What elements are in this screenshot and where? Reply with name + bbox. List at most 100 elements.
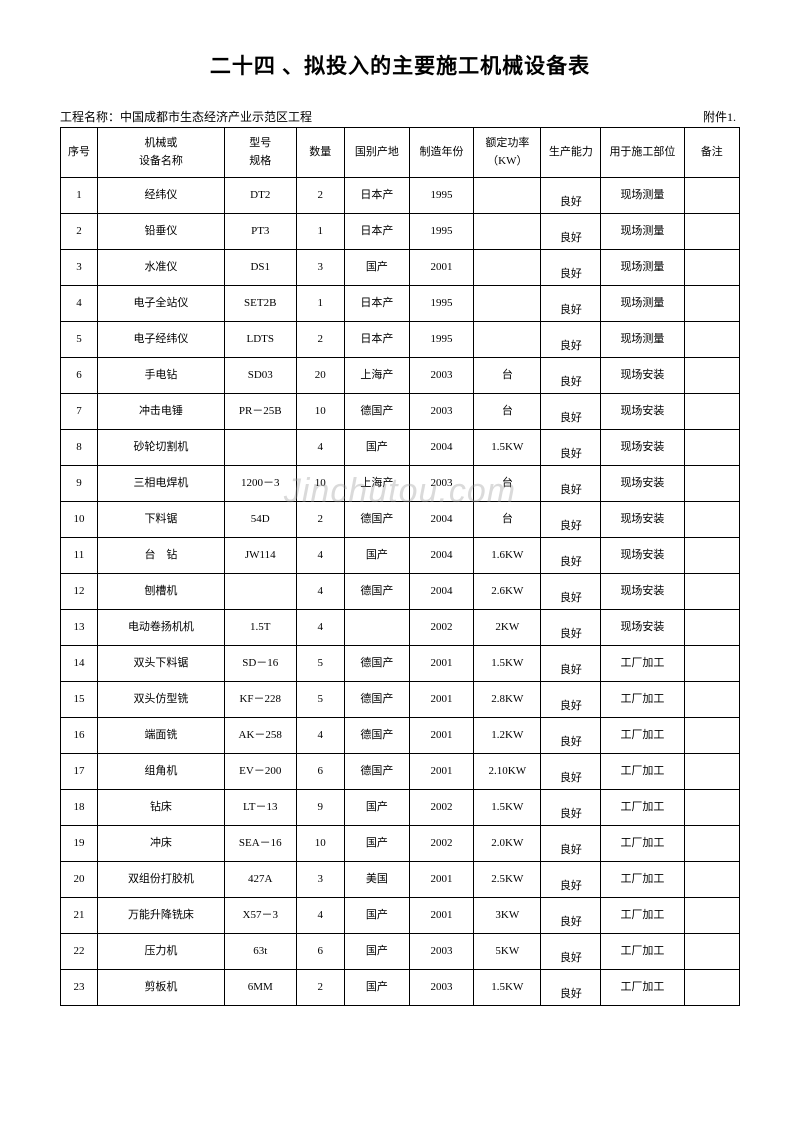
cell-cap: 良好	[541, 610, 601, 646]
cell-power	[474, 322, 541, 358]
cell-model: SEA－16	[224, 826, 296, 862]
cell-cap: 良好	[541, 718, 601, 754]
table-row: 4电子全站仪SET2B1日本产1995良好现场测量	[61, 286, 740, 322]
cell-use: 现场安装	[601, 466, 684, 502]
cell-cap: 良好	[541, 286, 601, 322]
cell-origin: 国产	[345, 790, 410, 826]
cell-power: 台	[474, 358, 541, 394]
cell-year: 2002	[409, 790, 474, 826]
col-name: 机械或 设备名称	[97, 128, 224, 178]
cell-seq: 16	[61, 718, 98, 754]
table-body: 1经纬仪DT22日本产1995良好现场测量2铅垂仪PT31日本产1995良好现场…	[61, 178, 740, 1006]
cell-name: 双组份打胶机	[97, 862, 224, 898]
cell-seq: 20	[61, 862, 98, 898]
cell-year: 2003	[409, 358, 474, 394]
cell-origin: 国产	[345, 250, 410, 286]
table-row: 13电动卷扬机机1.5T420022KW良好现场安装	[61, 610, 740, 646]
cell-use: 现场测量	[601, 250, 684, 286]
cell-name: 剪板机	[97, 970, 224, 1006]
cell-note	[684, 898, 739, 934]
cell-power: 台	[474, 502, 541, 538]
cell-qty: 5	[296, 682, 345, 718]
cell-power: 1.5KW	[474, 790, 541, 826]
subtitle-row: 工程名称：中国成都市生态经济产业示范区工程 附件1.	[60, 108, 740, 125]
cell-model: LDTS	[224, 322, 296, 358]
cell-year: 2001	[409, 898, 474, 934]
cell-power: 台	[474, 394, 541, 430]
cell-model: SD－16	[224, 646, 296, 682]
cell-cap: 良好	[541, 862, 601, 898]
cell-seq: 21	[61, 898, 98, 934]
cell-power: 2.6KW	[474, 574, 541, 610]
table-row: 10下料锯54D2德国产2004台良好现场安装	[61, 502, 740, 538]
cell-name: 电动卷扬机机	[97, 610, 224, 646]
cell-power: 1.2KW	[474, 718, 541, 754]
cell-note	[684, 214, 739, 250]
cell-use: 现场安装	[601, 610, 684, 646]
cell-name: 电子经纬仪	[97, 322, 224, 358]
cell-power: 1.6KW	[474, 538, 541, 574]
cell-origin: 日本产	[345, 214, 410, 250]
equipment-table: 序号 机械或 设备名称 型号 规格 数量 国别产地 制造年份 额定功率 （KW）…	[60, 127, 740, 1006]
cell-name: 双头下料锯	[97, 646, 224, 682]
table-header-row: 序号 机械或 设备名称 型号 规格 数量 国别产地 制造年份 额定功率 （KW）…	[61, 128, 740, 178]
cell-note	[684, 862, 739, 898]
cell-model: 6MM	[224, 970, 296, 1006]
cell-qty: 10	[296, 466, 345, 502]
col-year: 制造年份	[409, 128, 474, 178]
cell-power: 3KW	[474, 898, 541, 934]
cell-seq: 10	[61, 502, 98, 538]
cell-origin: 德国产	[345, 646, 410, 682]
cell-origin: 德国产	[345, 682, 410, 718]
cell-year: 2001	[409, 754, 474, 790]
col-model: 型号 规格	[224, 128, 296, 178]
cell-origin: 国产	[345, 934, 410, 970]
cell-year: 2004	[409, 574, 474, 610]
cell-name: 电子全站仪	[97, 286, 224, 322]
cell-seq: 4	[61, 286, 98, 322]
cell-qty: 3	[296, 862, 345, 898]
cell-note	[684, 970, 739, 1006]
table-row: 7冲击电锤PR－25B10德国产2003台良好现场安装	[61, 394, 740, 430]
cell-note	[684, 358, 739, 394]
cell-model: LT－13	[224, 790, 296, 826]
col-capacity: 生产能力	[541, 128, 601, 178]
cell-year: 2001	[409, 718, 474, 754]
cell-use: 工厂加工	[601, 898, 684, 934]
cell-use: 现场安装	[601, 430, 684, 466]
table-row: 20双组份打胶机427A3美国20012.5KW良好工厂加工	[61, 862, 740, 898]
table-row: 5电子经纬仪LDTS2日本产1995良好现场测量	[61, 322, 740, 358]
cell-name: 压力机	[97, 934, 224, 970]
cell-note	[684, 430, 739, 466]
cell-year: 2004	[409, 502, 474, 538]
cell-use: 现场测量	[601, 322, 684, 358]
project-name: 工程名称：中国成都市生态经济产业示范区工程	[60, 108, 312, 125]
cell-cap: 良好	[541, 826, 601, 862]
cell-seq: 1	[61, 178, 98, 214]
cell-cap: 良好	[541, 790, 601, 826]
cell-year: 1995	[409, 322, 474, 358]
cell-model: 1.5T	[224, 610, 296, 646]
cell-power: 1.5KW	[474, 970, 541, 1006]
table-row: 1经纬仪DT22日本产1995良好现场测量	[61, 178, 740, 214]
cell-use: 工厂加工	[601, 826, 684, 862]
cell-seq: 13	[61, 610, 98, 646]
cell-year: 2001	[409, 862, 474, 898]
cell-cap: 良好	[541, 250, 601, 286]
table-row: 15双头仿型铣KF－2285德国产20012.8KW良好工厂加工	[61, 682, 740, 718]
cell-origin: 日本产	[345, 286, 410, 322]
cell-name: 刨槽机	[97, 574, 224, 610]
cell-power: 2.8KW	[474, 682, 541, 718]
col-name-l1: 机械或	[98, 135, 224, 153]
cell-power	[474, 214, 541, 250]
cell-use: 工厂加工	[601, 862, 684, 898]
cell-origin: 上海产	[345, 466, 410, 502]
cell-seq: 9	[61, 466, 98, 502]
cell-cap: 良好	[541, 214, 601, 250]
cell-year: 1995	[409, 214, 474, 250]
table-row: 19冲床SEA－1610国产20022.0KW良好工厂加工	[61, 826, 740, 862]
cell-note	[684, 286, 739, 322]
cell-model: PT3	[224, 214, 296, 250]
cell-seq: 15	[61, 682, 98, 718]
cell-power: 2.0KW	[474, 826, 541, 862]
